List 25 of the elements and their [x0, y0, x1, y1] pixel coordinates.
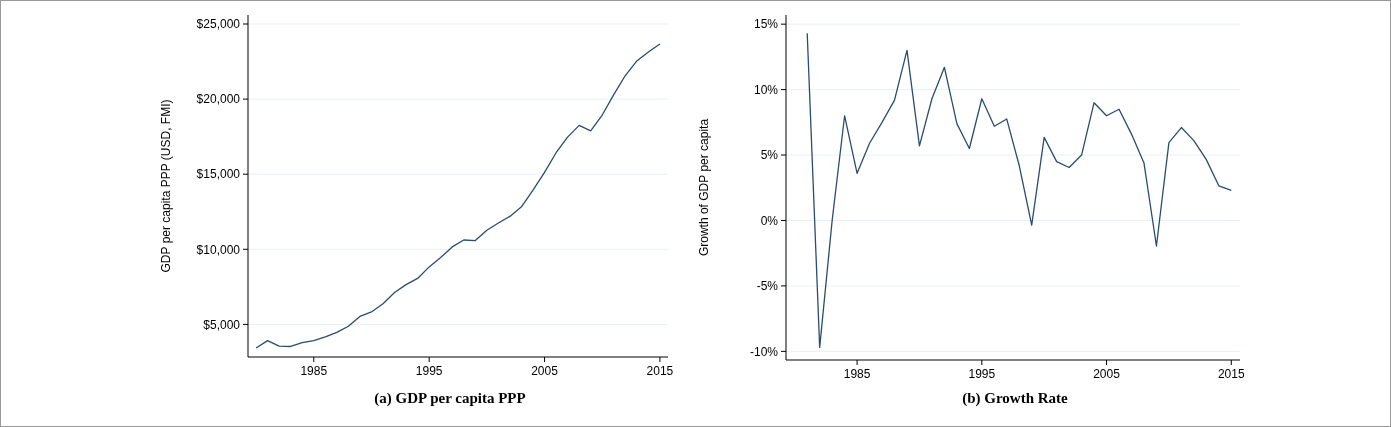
y-tick-label: $25,000 [196, 17, 241, 32]
y-tick-label: 15% [753, 17, 779, 32]
line-series [255, 43, 661, 349]
x-tick-label: 2005 [1093, 367, 1121, 381]
x-tick-label: 2005 [531, 364, 559, 378]
y-tick-label: $5,000 [203, 317, 241, 332]
y-tick-label: $15,000 [196, 167, 241, 182]
y-tick-label: 10% [753, 82, 779, 97]
y-tick-label: $10,000 [196, 242, 241, 257]
y-tick-label: 0% [760, 213, 779, 228]
line-series [806, 32, 1232, 349]
y-tick-label: -5% [756, 279, 779, 294]
x-tick-label: 2015 [1217, 367, 1245, 381]
x-tick-label: 1995 [968, 367, 996, 381]
text: (b) Growth Rate [962, 390, 1069, 407]
text: (a) GDP per capita PPP [374, 390, 526, 407]
y-tick-label: -10% [749, 344, 779, 359]
y-tick-label: $20,000 [196, 92, 241, 107]
x-tick-label: 1995 [415, 364, 443, 378]
x-tick-label: 2015 [646, 364, 674, 378]
y-tick-label: 5% [760, 148, 779, 163]
x-tick-label: 1985 [843, 367, 871, 381]
x-tick-label: 1985 [300, 364, 328, 378]
y-axis-title: GDP per capita PPP (USD, FMI) [159, 99, 173, 273]
y-axis-title: Growth of GDP per capita [697, 118, 711, 257]
